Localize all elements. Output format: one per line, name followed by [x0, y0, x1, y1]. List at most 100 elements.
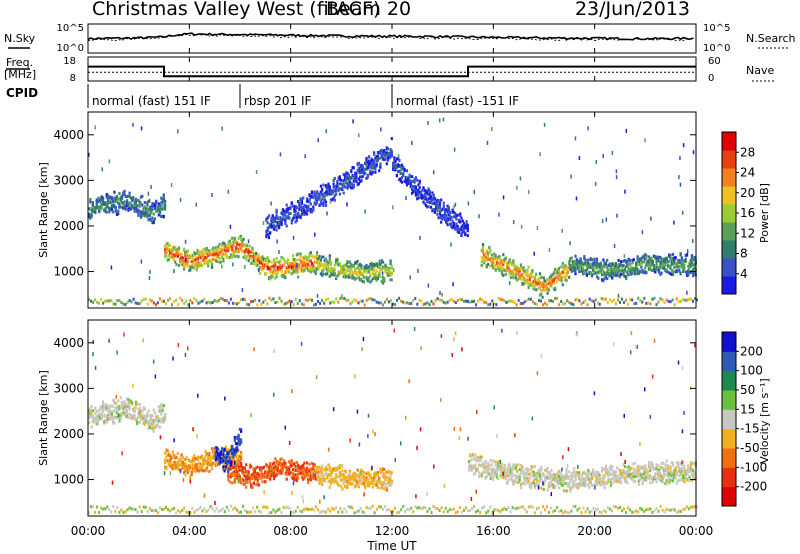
- echo-cell: [305, 255, 309, 259]
- echo-cell: [359, 165, 362, 169]
- echo-cell: [414, 176, 417, 180]
- echo-cell: [569, 257, 572, 261]
- echo-cell: [608, 298, 611, 302]
- echo-cell: [96, 200, 100, 204]
- echo-cell: [281, 264, 284, 268]
- echo-cell: [440, 209, 443, 213]
- echo-cell: [359, 470, 362, 474]
- echo-cell: [546, 303, 549, 307]
- echo-cell: [618, 264, 621, 268]
- echo-cell: [443, 210, 447, 214]
- echo-cell: [176, 451, 179, 455]
- echo-cell: [270, 511, 273, 515]
- echo-cell: [466, 226, 469, 230]
- echo-cell: [542, 276, 545, 280]
- echo-cell: [408, 180, 411, 184]
- echo-cell: [209, 253, 212, 257]
- echo-cell: [317, 508, 320, 512]
- echo-cell: [586, 303, 589, 307]
- echo-cell: [290, 219, 293, 223]
- echo-cell: [627, 273, 630, 277]
- echo-cell: [196, 468, 200, 472]
- echo-cell: [120, 200, 124, 204]
- echo-cell: [127, 416, 130, 420]
- echo-cell: [555, 280, 558, 284]
- echo-cell: [310, 254, 314, 258]
- echo-cell: [583, 255, 586, 259]
- echo-cell: [288, 206, 291, 210]
- echo-cell: [633, 266, 637, 270]
- echo-cell: [181, 256, 184, 260]
- echo-cell: [161, 200, 164, 204]
- echo-cell: [371, 277, 374, 281]
- echo-cell: [170, 252, 173, 255]
- echo-cell: [550, 299, 553, 303]
- echo-cell: [594, 263, 597, 267]
- echo-cell: [644, 266, 647, 270]
- echo-cell: [506, 267, 509, 271]
- echo-cell: [137, 208, 140, 212]
- echo-cell: [290, 475, 293, 479]
- echo-cell: [645, 508, 648, 512]
- echo-cell: [142, 209, 145, 213]
- echo-cell: [366, 482, 369, 486]
- echo-cell: [342, 481, 345, 485]
- echo-cell: [276, 469, 279, 473]
- echo-cell: [677, 260, 680, 264]
- echo-cell: [215, 463, 219, 467]
- echo-cell: [175, 251, 178, 255]
- echo-cell: [687, 273, 690, 277]
- echo-cell: [169, 456, 172, 460]
- echo-cell: [513, 264, 516, 268]
- echo-cell: [403, 168, 406, 171]
- echo-cell: [346, 183, 349, 187]
- echo-cell: [165, 467, 168, 471]
- echo-cell: [304, 470, 307, 474]
- echo-cell: [485, 511, 488, 515]
- echo-cell: [365, 266, 368, 270]
- echo-cell: [246, 250, 249, 254]
- echo-cell: [173, 506, 176, 510]
- echo-cell: [279, 217, 282, 221]
- echo-cell: [288, 506, 291, 510]
- echo-cell: [314, 477, 317, 481]
- echo-cell: [248, 477, 252, 481]
- echo-cell: [157, 213, 160, 217]
- echo-cell: [693, 256, 696, 260]
- echo-cell: [337, 475, 340, 479]
- echo-cell: [399, 165, 402, 169]
- echo-cell: [248, 254, 252, 258]
- echo-cell: [329, 482, 333, 486]
- echo-cell: [453, 147, 456, 152]
- echo-cell: [300, 269, 303, 273]
- echo-cell: [240, 247, 243, 251]
- echo-cell: [318, 466, 321, 470]
- echo-cell: [373, 162, 376, 166]
- echo-cell: [332, 196, 335, 200]
- echo-cell: [184, 254, 187, 258]
- echo-cell: [104, 207, 107, 211]
- echo-cell: [223, 460, 226, 464]
- echo-cell: [483, 300, 486, 304]
- echo-cell: [498, 212, 500, 217]
- echo-cell: [242, 466, 245, 470]
- echo-cell: [565, 273, 568, 277]
- echo-cell: [568, 260, 571, 264]
- echo-cell: [213, 447, 216, 451]
- echo-cell: [663, 510, 666, 514]
- echo-cell: [198, 261, 201, 265]
- echo-cell: [413, 177, 416, 181]
- echo-cell: [170, 465, 173, 469]
- echo-cell: [221, 255, 224, 259]
- echo-cell: [365, 163, 368, 167]
- echo-cell: [595, 275, 599, 279]
- echo-cell: [361, 171, 364, 174]
- echo-cell: [474, 463, 477, 467]
- echo-cell: [165, 242, 168, 246]
- echo-cell: [118, 192, 121, 196]
- echo-cell: [209, 301, 212, 305]
- echo-cell: [238, 462, 241, 466]
- echo-cell: [209, 461, 212, 464]
- echo-cell: [114, 196, 117, 200]
- echo-cell: [326, 267, 329, 271]
